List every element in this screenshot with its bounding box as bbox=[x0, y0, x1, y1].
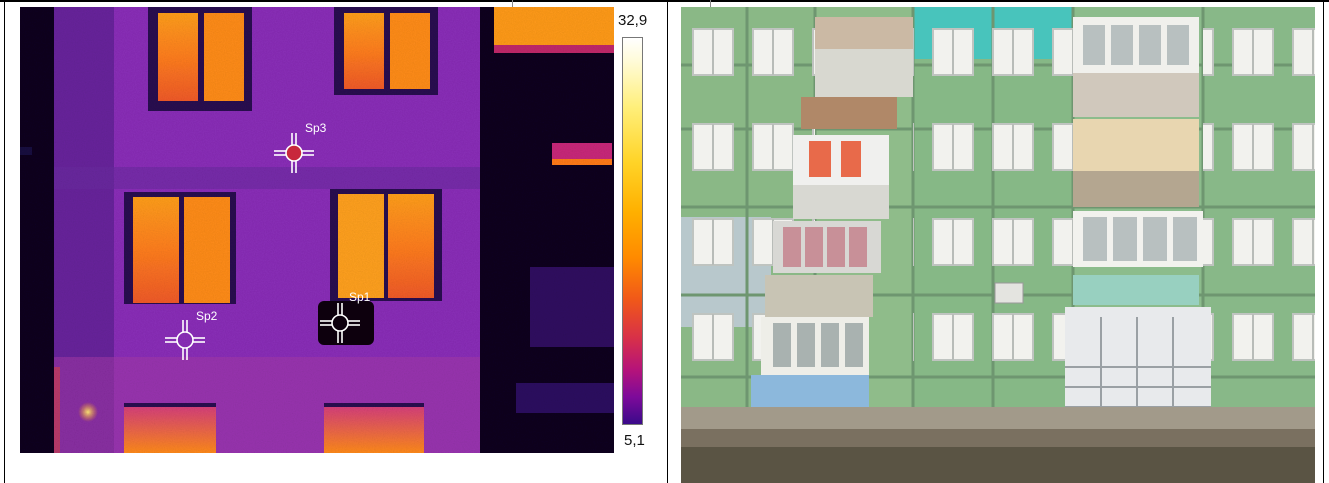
table-divider bbox=[667, 0, 668, 483]
spot-marker-sp1 bbox=[320, 303, 360, 343]
thermal-image: Sp1 Sp2 Sp3 bbox=[20, 7, 614, 453]
building-photo bbox=[681, 7, 1315, 483]
scale-max-label: 32,9 bbox=[618, 12, 648, 29]
table-border-left bbox=[4, 0, 5, 483]
tick-mark-b bbox=[710, 0, 711, 7]
table-border-right bbox=[1323, 0, 1324, 483]
tick-mark-a bbox=[512, 0, 513, 7]
spot-label-sp1: Sp1 bbox=[349, 290, 371, 304]
temperature-scale-bar bbox=[622, 37, 643, 425]
spot-label-sp3: Sp3 bbox=[305, 121, 327, 135]
spot-marker-sp2 bbox=[165, 320, 205, 360]
spot-marker-sp3 bbox=[274, 133, 314, 173]
spot-label-sp2: Sp2 bbox=[196, 309, 218, 323]
scale-min-label: 5,1 bbox=[624, 432, 645, 449]
table-border-top bbox=[0, 0, 1329, 2]
